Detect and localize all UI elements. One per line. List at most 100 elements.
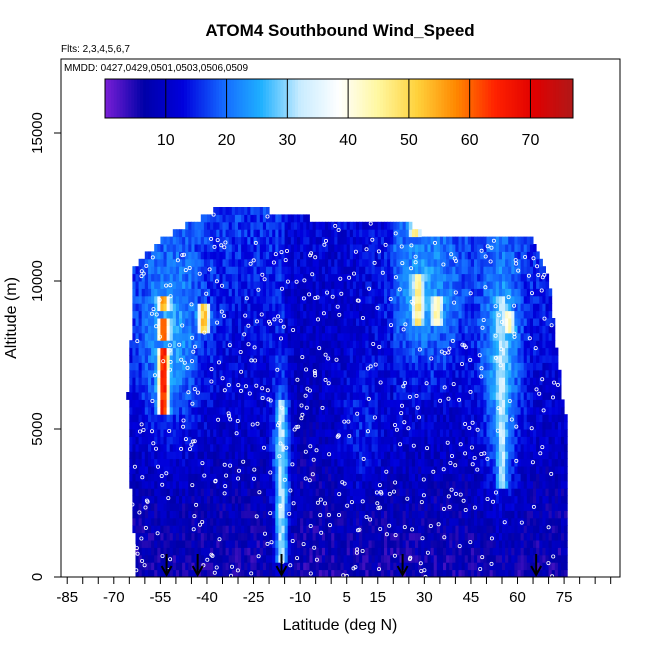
curtain-cell: [470, 510, 475, 519]
curtain-cell: [259, 325, 264, 334]
curtain-cell: [207, 562, 211, 571]
curtain-cell: [539, 458, 543, 467]
curtain-cell: [511, 443, 515, 452]
curtain-cell: [241, 399, 245, 408]
curtain-cell: [175, 517, 180, 526]
curtain-cell: [387, 510, 391, 519]
curtain-cell: [325, 554, 329, 563]
curtain-cell: [467, 488, 472, 497]
curtain-cell: [250, 384, 254, 393]
curtain-cell: [505, 436, 509, 445]
curtain-cell: [182, 310, 186, 319]
curtain-cell: [210, 429, 214, 437]
curtain-cell: [272, 332, 276, 341]
curtain-cell: [495, 429, 500, 437]
curtain-cell: [439, 355, 444, 363]
curtain-cell: [418, 436, 422, 445]
curtain-cell: [387, 355, 391, 363]
curtain-cell: [545, 473, 550, 482]
curtain-cell: [557, 429, 562, 437]
curtain-cell: [293, 325, 298, 334]
curtain-cell: [135, 421, 140, 430]
curtain-cell: [551, 369, 556, 378]
curtain-cell: [138, 347, 143, 356]
curtain-cell: [266, 347, 270, 356]
curtain-cell: [266, 414, 270, 423]
curtain-cell: [331, 480, 335, 489]
curtain-cell: [169, 466, 174, 474]
curtain-cell: [520, 436, 525, 445]
curtain-cell: [393, 369, 397, 378]
curtain-cell: [542, 436, 546, 445]
curtain-cell: [393, 473, 397, 482]
curtain-cell: [436, 318, 441, 326]
curtain-cell: [318, 510, 323, 519]
curtain-cell: [455, 332, 459, 341]
curtain-cell: [399, 488, 404, 497]
curtain-cell: [312, 569, 317, 577]
curtain-cell: [185, 318, 189, 326]
curtain-cell: [477, 310, 481, 319]
curtain-cell: [352, 458, 357, 467]
curtain-cell: [306, 510, 310, 519]
curtain-cell: [318, 436, 323, 445]
curtain-cell: [281, 525, 286, 534]
curtain-cell: [262, 340, 267, 349]
curtain-cell: [225, 347, 230, 356]
curtain-cell: [477, 562, 481, 571]
curtain-cell: [502, 495, 506, 504]
curtain-cell: [185, 451, 189, 460]
curtain-cell: [486, 421, 491, 430]
curtain-cell: [138, 414, 143, 423]
curtain-cell: [427, 532, 432, 541]
curtain-cell: [505, 510, 509, 519]
curtain-cell: [135, 406, 140, 415]
curtain-cell: [539, 414, 543, 423]
curtain-cell: [529, 480, 534, 489]
curtain-cell: [545, 384, 550, 393]
curtain-cell: [452, 488, 456, 497]
curtain-cell: [508, 540, 512, 548]
curtain-cell: [449, 473, 453, 482]
curtain-cell: [315, 325, 320, 334]
curtain-cell: [325, 362, 329, 371]
curtain-cell: [554, 466, 559, 474]
curtain-cell: [411, 436, 416, 445]
curtain-cell: [163, 436, 168, 445]
curtain-cell: [508, 525, 512, 534]
curtain-cell: [529, 443, 534, 452]
curtain-cell: [284, 332, 289, 341]
curtain-cell: [359, 421, 363, 430]
curtain-cell: [561, 547, 565, 556]
curtain-cell: [415, 503, 419, 511]
curtain-cell: [247, 325, 251, 334]
curtain-cell: [399, 436, 404, 445]
curtain-cell: [343, 318, 348, 326]
curtain-cell: [216, 362, 220, 371]
curtain-cell: [135, 332, 140, 341]
curtain-cell: [362, 525, 366, 534]
curtain-cell: [309, 473, 313, 482]
curtain-cell: [300, 443, 304, 452]
curtain-cell: [545, 451, 550, 460]
curtain-cell: [306, 414, 310, 423]
curtain-cell: [352, 406, 357, 415]
curtain-cell: [359, 384, 363, 393]
curtain-cell: [300, 562, 304, 571]
curtain-cell: [247, 473, 251, 482]
curtain-cell: [554, 458, 559, 467]
curtain-cell: [200, 466, 205, 474]
curtain-cell: [508, 466, 512, 474]
curtain-cell: [511, 532, 515, 541]
curtain-cell: [523, 362, 528, 371]
curtain-cell: [297, 480, 301, 489]
curtain-cell: [191, 325, 195, 334]
curtain-cell: [213, 495, 217, 504]
curtain-cell: [163, 340, 168, 349]
curtain-cell: [349, 554, 354, 563]
curtain-cell: [129, 458, 133, 467]
curtain-cell: [464, 347, 469, 356]
curtain-cell: [511, 429, 515, 437]
curtain-cell: [380, 399, 385, 408]
curtain-cell: [436, 414, 441, 423]
